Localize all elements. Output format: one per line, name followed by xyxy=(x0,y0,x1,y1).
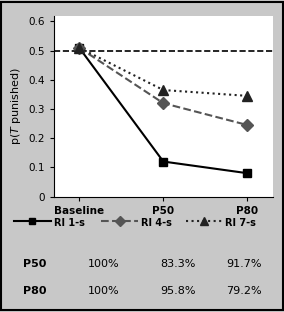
Text: 91.7%: 91.7% xyxy=(226,259,262,269)
Text: 100%: 100% xyxy=(88,286,120,296)
Text: RI 1-s: RI 1-s xyxy=(54,218,85,228)
Text: RI 7-s: RI 7-s xyxy=(225,218,256,228)
Text: 79.2%: 79.2% xyxy=(226,286,262,296)
Text: P80: P80 xyxy=(23,286,47,296)
Y-axis label: p($T$ punished): p($T$ punished) xyxy=(9,67,23,145)
Text: P50: P50 xyxy=(24,259,47,269)
Text: RI 4-s: RI 4-s xyxy=(141,218,172,228)
Text: 83.3%: 83.3% xyxy=(160,259,195,269)
Text: 95.8%: 95.8% xyxy=(160,286,195,296)
Text: 100%: 100% xyxy=(88,259,120,269)
